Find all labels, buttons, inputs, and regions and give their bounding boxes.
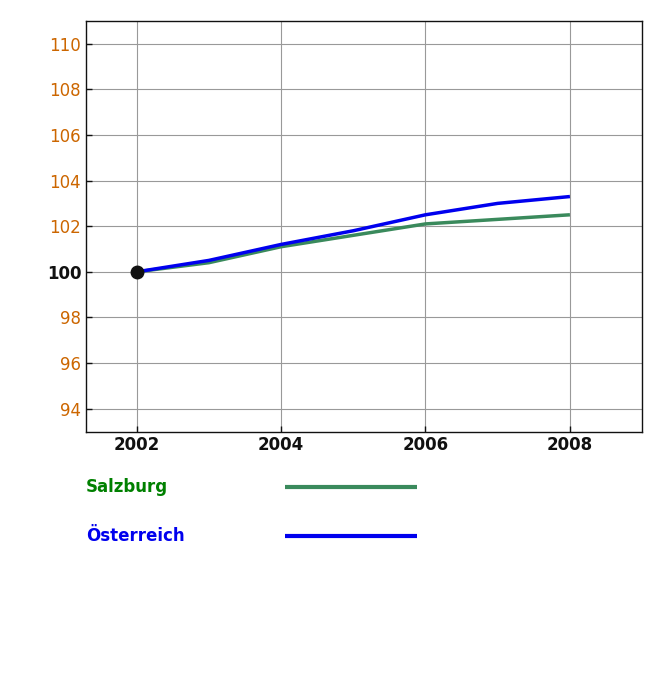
Text: Salzburg: Salzburg: [86, 478, 168, 496]
Text: Österreich: Österreich: [86, 527, 185, 545]
